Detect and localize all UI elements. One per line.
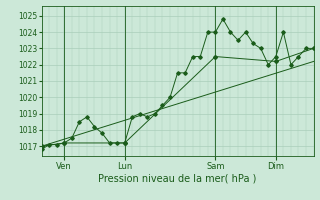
- X-axis label: Pression niveau de la mer( hPa ): Pression niveau de la mer( hPa ): [99, 173, 257, 183]
